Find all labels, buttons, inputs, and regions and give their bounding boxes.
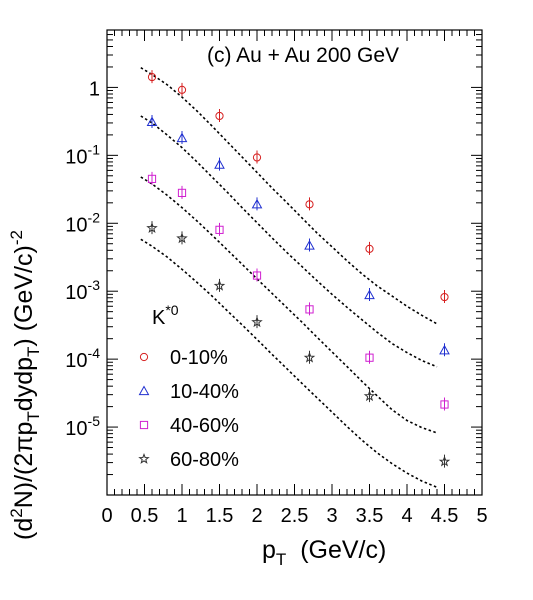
x-tick-label: 3 — [326, 505, 337, 527]
data-point — [363, 390, 376, 402]
data-point — [440, 400, 449, 409]
data-point — [251, 316, 263, 328]
y-tick-label: 10-4 — [65, 345, 100, 372]
legend-label: 60-80% — [170, 449, 239, 471]
x-tick-label: 0.5 — [131, 505, 159, 527]
data-point — [252, 153, 262, 162]
data-point — [215, 111, 224, 121]
x-tick-label: 2 — [251, 505, 262, 527]
data-point — [176, 132, 188, 143]
panel-title: (c) Au + Au 200 GeV — [207, 44, 399, 67]
data-point — [303, 351, 316, 363]
data-point — [365, 353, 374, 362]
x-tick-label: 3.5 — [356, 505, 384, 527]
data-point — [305, 200, 314, 209]
legend-label: 40-60% — [170, 415, 239, 437]
data-point — [251, 198, 263, 209]
data-point — [439, 344, 450, 355]
legend-label: 10-40% — [170, 381, 239, 403]
fit-curve-10-40% — [140, 115, 438, 368]
x-tick-label: 2.5 — [281, 505, 309, 527]
x-axis-label: pT (GeV/c) — [262, 536, 386, 569]
data-point — [146, 222, 158, 233]
y-tick-label: 1 — [89, 78, 100, 100]
fit-curve-40-60% — [140, 176, 438, 434]
data-point — [305, 305, 314, 314]
legend-entries: 0-10% 10-40% 40-60% 60-80% — [138, 347, 239, 471]
data-point — [177, 188, 187, 197]
data-point — [177, 85, 187, 94]
y-tick-label: 10-1 — [65, 141, 100, 168]
legend-marker — [138, 452, 150, 464]
data-point — [146, 116, 158, 127]
x-tick-label: 4 — [401, 505, 412, 527]
data-point — [438, 455, 451, 467]
legend-marker — [139, 420, 149, 430]
plot-frame — [106, 29, 483, 496]
data-point — [252, 271, 262, 280]
legend-title: K*0 — [152, 302, 179, 329]
data-point — [147, 72, 157, 82]
data-point — [364, 289, 375, 300]
data-point — [213, 279, 226, 291]
x-tick-label: 1 — [176, 505, 187, 527]
data-point — [304, 240, 315, 250]
legend: K*0 0-10% 10-40% 40-60% 60-80% — [138, 302, 239, 471]
data-points — [146, 70, 451, 468]
fit-curve-60-80% — [140, 238, 438, 489]
data-point — [365, 244, 374, 253]
legend-label: 0-10% — [170, 347, 228, 369]
y-tick-label: 10-3 — [65, 277, 100, 304]
data-point — [176, 232, 188, 244]
data-point — [214, 159, 225, 169]
x-tick-labels: 0 0.5 1 1.5 2 2.5 3 3.5 4 4.5 5 — [101, 505, 487, 527]
x-tick-label: 0 — [101, 505, 112, 527]
y-tick-label: 10-5 — [65, 413, 100, 440]
x-tick-label: 4.5 — [431, 505, 459, 527]
y-tick-labels: 10-5 10-4 10-3 10-2 10-1 1 — [65, 78, 100, 440]
data-point — [147, 174, 157, 183]
y-tick-label: 10-2 — [65, 209, 100, 236]
legend-marker — [138, 385, 150, 396]
legend-marker — [139, 352, 149, 362]
data-point — [215, 225, 224, 234]
data-point — [440, 292, 449, 302]
x-tick-label: 5 — [476, 505, 487, 527]
y-axis-label: (d2N)/(2πpTdydpT) (GeV/c)-2 — [7, 230, 43, 540]
fit-curves — [140, 67, 438, 489]
axis-ticks — [106, 29, 483, 496]
x-tick-label: 1.5 — [206, 505, 234, 527]
